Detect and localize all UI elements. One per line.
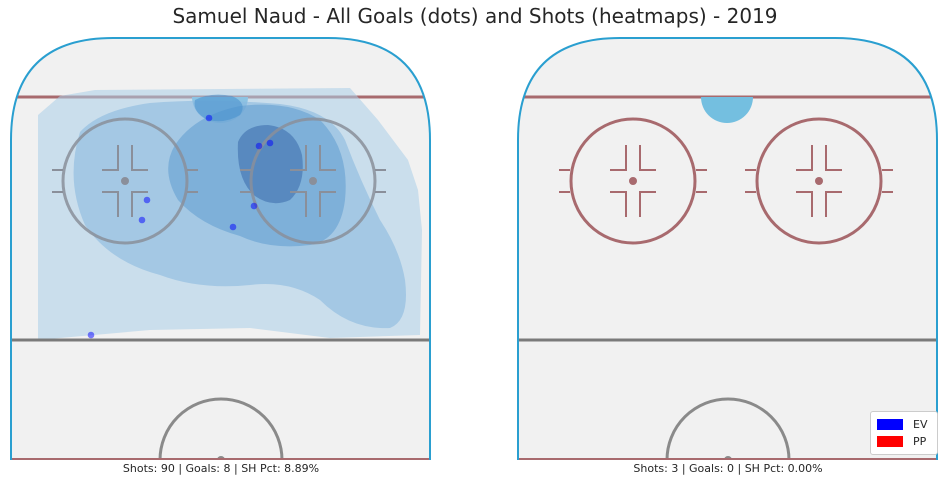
legend-swatch-ev xyxy=(877,418,903,430)
stats-caption-left: Shots: 90 | Goals: 8 | SH Pct: 8.89% xyxy=(122,462,320,475)
goal-dot-ev-5 xyxy=(250,202,258,210)
rink-left xyxy=(10,37,431,460)
rink-right xyxy=(517,37,938,460)
faceoff-circle-left-left xyxy=(52,117,198,245)
legend-swatch-pp xyxy=(877,435,903,447)
stats-caption-right: Shots: 3 | Goals: 0 | SH Pct: 0.00% xyxy=(633,462,823,475)
goal-dots-left xyxy=(87,114,274,339)
goal-dot-ev-1 xyxy=(255,142,263,150)
faceoff-circle-right-left xyxy=(559,117,707,245)
legend-item-pp: PP xyxy=(877,434,926,448)
legend-label-pp: PP xyxy=(913,434,927,448)
chart-title: Samuel Naud - All Goals (dots) and Shots… xyxy=(172,4,778,28)
heatmap-contour-4 xyxy=(237,125,303,204)
goal-dot-ev-3 xyxy=(143,196,151,204)
center-circle-right xyxy=(665,397,791,460)
rink-boards-left xyxy=(10,37,431,460)
center-circle-left xyxy=(158,397,284,460)
shot-heatmap-left xyxy=(38,88,422,340)
legend-label-ev: EV xyxy=(913,417,928,431)
rink-boards-right xyxy=(517,37,938,460)
goal-dot-ev-0 xyxy=(205,114,213,122)
legend-item-ev: EV xyxy=(877,417,927,431)
goal-dot-ev-4 xyxy=(138,216,146,224)
ice-surface-right xyxy=(518,38,937,460)
goal-dot-ev-7 xyxy=(87,331,95,339)
goal-dot-ev-6 xyxy=(229,223,237,231)
legend: EV PP xyxy=(870,411,938,455)
heatmap-contour-5 xyxy=(194,94,243,122)
faceoff-circle-left-right xyxy=(240,117,386,245)
goal-dot-ev-2 xyxy=(266,139,274,147)
faceoff-circle-right-right xyxy=(745,117,893,245)
goal-crease-right xyxy=(701,97,753,123)
